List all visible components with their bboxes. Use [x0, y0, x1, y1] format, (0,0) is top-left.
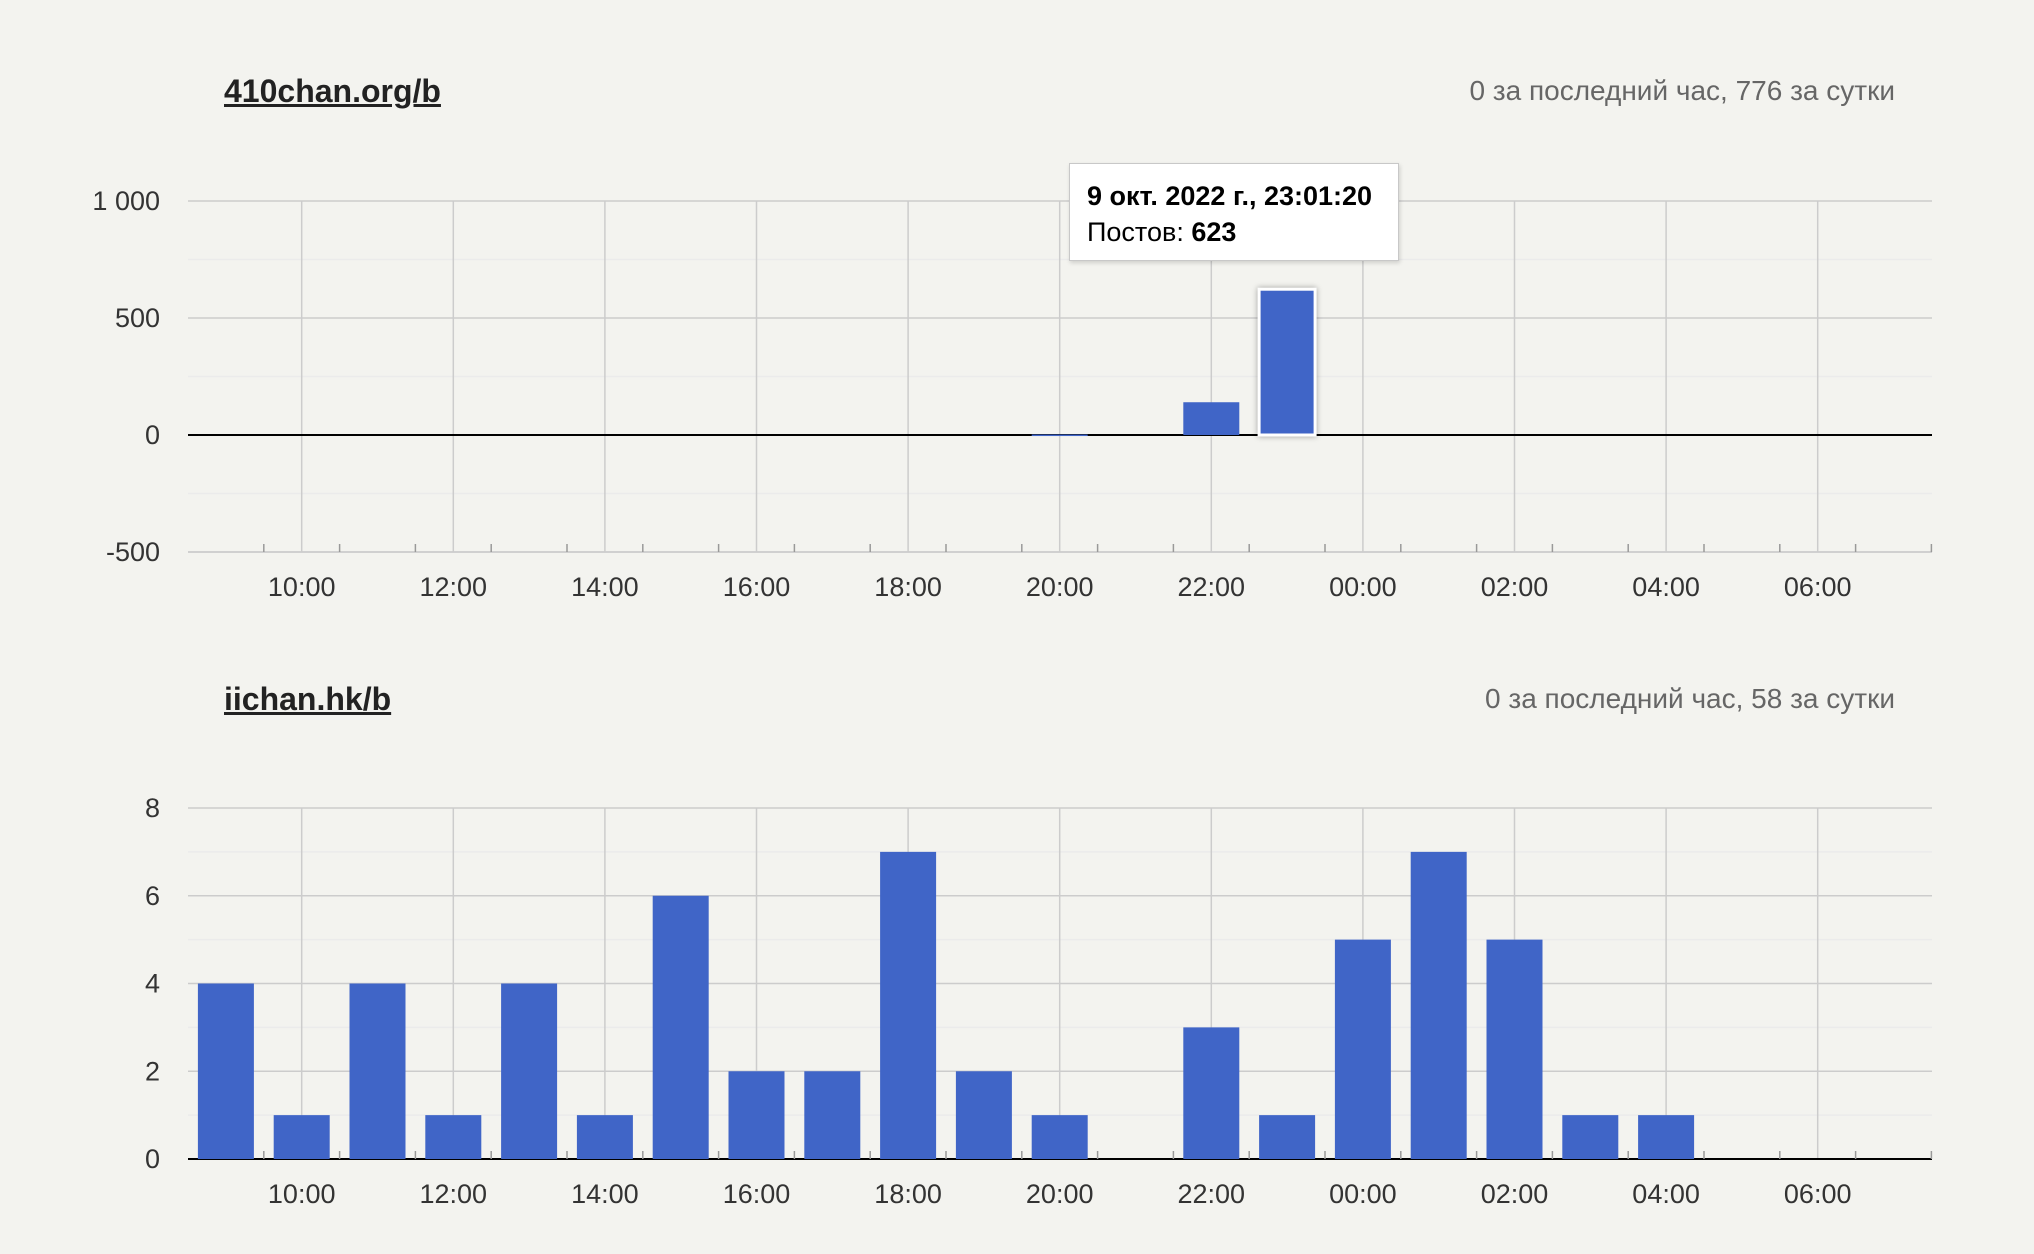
x-tick-label: 20:00: [1026, 1179, 1094, 1209]
bar-20:00[interactable]: [1031, 434, 1088, 437]
x-tick-label: 14:00: [571, 572, 639, 602]
bar-00:00[interactable]: [1334, 939, 1391, 1159]
x-tick-label: 14:00: [571, 1179, 639, 1209]
x-tick-label: 18:00: [874, 1179, 942, 1209]
posts-bar-chart-iichan: 8 6 4 2 0 10:00 12:00 14:00 16:00 18:00 20:00 22:00…: [145, 793, 1933, 1209]
bar-18:00[interactable]: [880, 851, 937, 1159]
tooltip-title: 9 окт. 2022 г., 23:01:20: [1087, 181, 1373, 211]
tooltip-label: Постов:: [1087, 217, 1192, 247]
bar-19:00[interactable]: [955, 1071, 1012, 1159]
y-tick-label: 0: [145, 420, 160, 450]
x-tick-label: 10:00: [268, 572, 336, 602]
bar-09:00[interactable]: [197, 983, 254, 1160]
bar-22:00[interactable]: [1183, 1027, 1240, 1159]
x-tick-label: 18:00: [874, 572, 942, 602]
y-tick-label: 500: [115, 303, 160, 333]
x-tick-label: 02:00: [1481, 1179, 1549, 1209]
y-tick-label: 1 000: [92, 186, 160, 216]
y-tick-label: 4: [145, 969, 160, 999]
x-tick-label: 04:00: [1632, 1179, 1700, 1209]
board-stats-text: 0 за последний час, 58 за сутки: [1485, 683, 1895, 714]
board-title-link[interactable]: 410chan.org/b: [224, 73, 441, 109]
x-tick-label: 02:00: [1481, 572, 1549, 602]
bar-16:00[interactable]: [728, 1071, 785, 1159]
x-tick-label: 00:00: [1329, 572, 1397, 602]
bar-01:00[interactable]: [1410, 851, 1467, 1159]
bar-17:00[interactable]: [804, 1071, 861, 1159]
bar-14:00[interactable]: [576, 1115, 633, 1159]
board-header-iichan: iichan.hk/b 0 за последний час, 58 за су…: [0, 674, 2034, 724]
bar-12:00[interactable]: [425, 1115, 482, 1159]
y-tick-label: 6: [145, 881, 160, 911]
posts-bar-chart-410chan: 1 000 500 0 -500 10:00 12:00 14:00 16:00 18:00 20…: [92, 186, 1933, 602]
x-tick-label: 16:00: [723, 572, 791, 602]
x-tick-label: 16:00: [723, 1179, 791, 1209]
board-header-410chan: 410chan.org/b 0 за последний час, 776 за…: [0, 66, 2034, 116]
x-tick-label: 12:00: [420, 572, 488, 602]
y-tick-label: 0: [145, 1144, 160, 1174]
bar-11:00[interactable]: [349, 983, 406, 1160]
tooltip-value: 623: [1191, 217, 1237, 247]
bar-02:00[interactable]: [1486, 939, 1543, 1159]
y-tick-label: 2: [145, 1056, 160, 1086]
y-tick-label: 8: [145, 793, 160, 823]
board-title-link[interactable]: iichan.hk/b: [224, 681, 392, 717]
bar-04:00[interactable]: [1638, 1115, 1695, 1159]
x-tick-label: 12:00: [420, 1179, 488, 1209]
bar-23:00[interactable]: [1257, 287, 1317, 437]
x-tick-label: 22:00: [1178, 572, 1246, 602]
x-tick-label: 06:00: [1784, 572, 1852, 602]
y-tick-label: -500: [106, 537, 160, 567]
x-tick-label: 20:00: [1026, 572, 1094, 602]
bar-15:00[interactable]: [652, 895, 709, 1159]
x-tick-label: 00:00: [1329, 1179, 1397, 1209]
bar-03:00[interactable]: [1562, 1115, 1619, 1159]
bar-10:00[interactable]: [273, 1115, 330, 1159]
x-tick-label: 04:00: [1632, 572, 1700, 602]
bar-tooltip: 9 окт. 2022 г., 23:01:20 Постов: 623: [1069, 163, 1399, 261]
bar-23:00[interactable]: [1259, 1115, 1316, 1159]
bar-20:00[interactable]: [1031, 1115, 1088, 1159]
x-tick-label: 10:00: [268, 1179, 336, 1209]
x-tick-label: 06:00: [1784, 1179, 1852, 1209]
x-tick-label: 22:00: [1178, 1179, 1246, 1209]
bar-22:00[interactable]: [1183, 402, 1240, 435]
bar-13:00[interactable]: [501, 983, 558, 1160]
board-stats-text: 0 за последний час, 776 за сутки: [1469, 75, 1895, 106]
